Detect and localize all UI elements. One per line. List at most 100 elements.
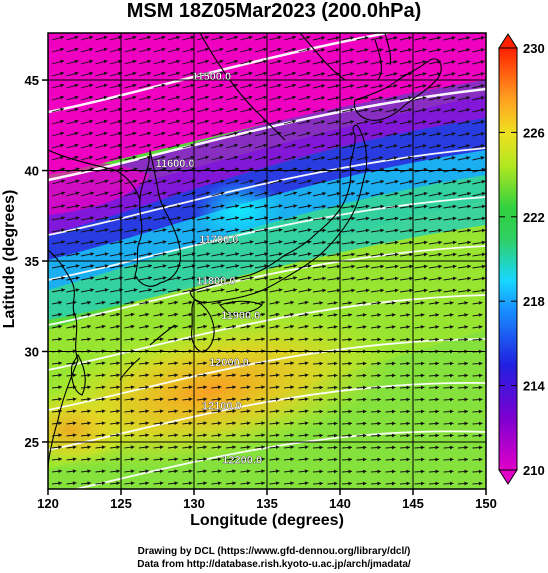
- wind-arrow: [269, 83, 282, 89]
- wind-arrow: [138, 409, 150, 414]
- wind-arrow: [414, 433, 425, 438]
- wind-arrow: [240, 324, 251, 329]
- wind-arrow: [283, 421, 295, 426]
- wind-arrow: [414, 469, 425, 474]
- wind-arrow: [167, 83, 181, 89]
- wind-arrow: [283, 397, 295, 402]
- wind-arrow: [399, 144, 413, 149]
- wind-arrow: [109, 361, 121, 366]
- wind-arrow: [385, 373, 396, 378]
- wind-arrow: [66, 337, 77, 342]
- wind-arrow: [240, 191, 254, 197]
- wind-arrow: [298, 324, 309, 329]
- wind-arrow: [428, 144, 442, 149]
- wind-arrow: [327, 108, 340, 113]
- wind-arrow: [254, 397, 266, 402]
- wind-arrow: [443, 60, 456, 65]
- wind-arrow: [312, 96, 326, 101]
- wind-arrow: [356, 228, 370, 233]
- wind-arrow: [341, 204, 356, 209]
- wind-arrow: [472, 276, 486, 281]
- wind-arrow: [457, 108, 471, 113]
- wind-arrow: [153, 131, 166, 137]
- wind-arrow: [283, 300, 295, 305]
- contour-labels: 11500.0 11600.0 11700.0 11800.0 11900.0 12000…: [155, 71, 262, 467]
- wind-arrow: [399, 445, 411, 450]
- wind-arrow: [95, 155, 108, 161]
- wind-arrow: [341, 313, 353, 317]
- wind-arrow: [124, 131, 137, 137]
- wind-arrow: [399, 191, 414, 197]
- wind-arrow: [399, 313, 411, 317]
- wind-arrow: [196, 95, 210, 101]
- wind-arrow: [66, 445, 77, 450]
- wind-arrow: [327, 132, 340, 137]
- wind-arrow: [153, 469, 164, 474]
- wind-arrow: [414, 240, 428, 245]
- wind-arrow: [182, 421, 193, 426]
- wind-arrow: [298, 397, 309, 402]
- wind-arrow: [341, 228, 356, 233]
- wind-arrow: [399, 325, 411, 329]
- wind-arrow: [283, 264, 298, 269]
- wind-arrow: [269, 264, 283, 269]
- wind-arrow: [182, 457, 193, 462]
- y-tick-label: 40: [25, 164, 39, 179]
- wind-arrow: [443, 156, 456, 161]
- wind-arrow: [443, 120, 456, 125]
- wind-arrow: [225, 59, 239, 65]
- wind-arrow: [269, 469, 280, 474]
- wind-arrow: [225, 288, 240, 293]
- wind-arrow: [51, 481, 63, 486]
- wind-arrow: [80, 445, 92, 450]
- wind-arrow: [51, 373, 63, 378]
- wind-arrow: [443, 361, 454, 366]
- wind-arrow: [80, 324, 92, 329]
- wind-arrow: [414, 313, 425, 317]
- wind-arrow: [95, 385, 106, 390]
- wind-arrow: [457, 469, 469, 474]
- wind-arrow: [428, 385, 440, 390]
- wind-arrow: [428, 240, 443, 245]
- wind-arrow: [109, 409, 121, 414]
- wind-arrow: [472, 60, 485, 65]
- wind-arrow: [167, 47, 181, 53]
- wind-arrow: [399, 361, 411, 366]
- wind-arrow: [80, 240, 95, 245]
- wind-arrow: [327, 216, 341, 221]
- wind-arrow: [385, 60, 398, 65]
- wind-arrow: [399, 132, 413, 137]
- wind-arrow: [138, 457, 150, 462]
- wind-arrow: [138, 361, 150, 366]
- wind-arrow: [196, 228, 211, 233]
- wind-arrow: [124, 288, 138, 293]
- wind-arrow: [254, 312, 266, 317]
- wind-arrow: [225, 373, 237, 378]
- wind-arrow: [240, 288, 254, 293]
- wind-arrow: [428, 421, 440, 426]
- wind-arrow: [341, 457, 353, 462]
- wind-arrow: [370, 457, 382, 462]
- wind-arrow: [109, 445, 121, 450]
- wind-arrow: [312, 457, 324, 462]
- wind-arrow: [269, 361, 280, 366]
- wind-arrow: [138, 179, 153, 185]
- wind-arrow: [472, 337, 483, 342]
- wind-arrow: [370, 469, 382, 474]
- wind-arrow: [298, 312, 309, 317]
- wind-arrow: [428, 179, 443, 185]
- wind-arrow: [341, 132, 355, 137]
- wind-arrow: [356, 96, 369, 101]
- wind-arrow: [298, 95, 311, 101]
- wind-arrow: [167, 481, 179, 486]
- wind-arrow: [298, 433, 309, 438]
- wind-arrow: [51, 337, 63, 342]
- wind-arrow: [225, 481, 237, 486]
- wind-arrow: [167, 204, 182, 209]
- wind-arrow: [138, 300, 150, 305]
- wind-arrow: [457, 337, 469, 342]
- wind-arrow: [399, 337, 411, 342]
- wind-arrow: [370, 156, 384, 161]
- wind-arrow: [370, 191, 385, 197]
- wind-arrow: [399, 48, 413, 53]
